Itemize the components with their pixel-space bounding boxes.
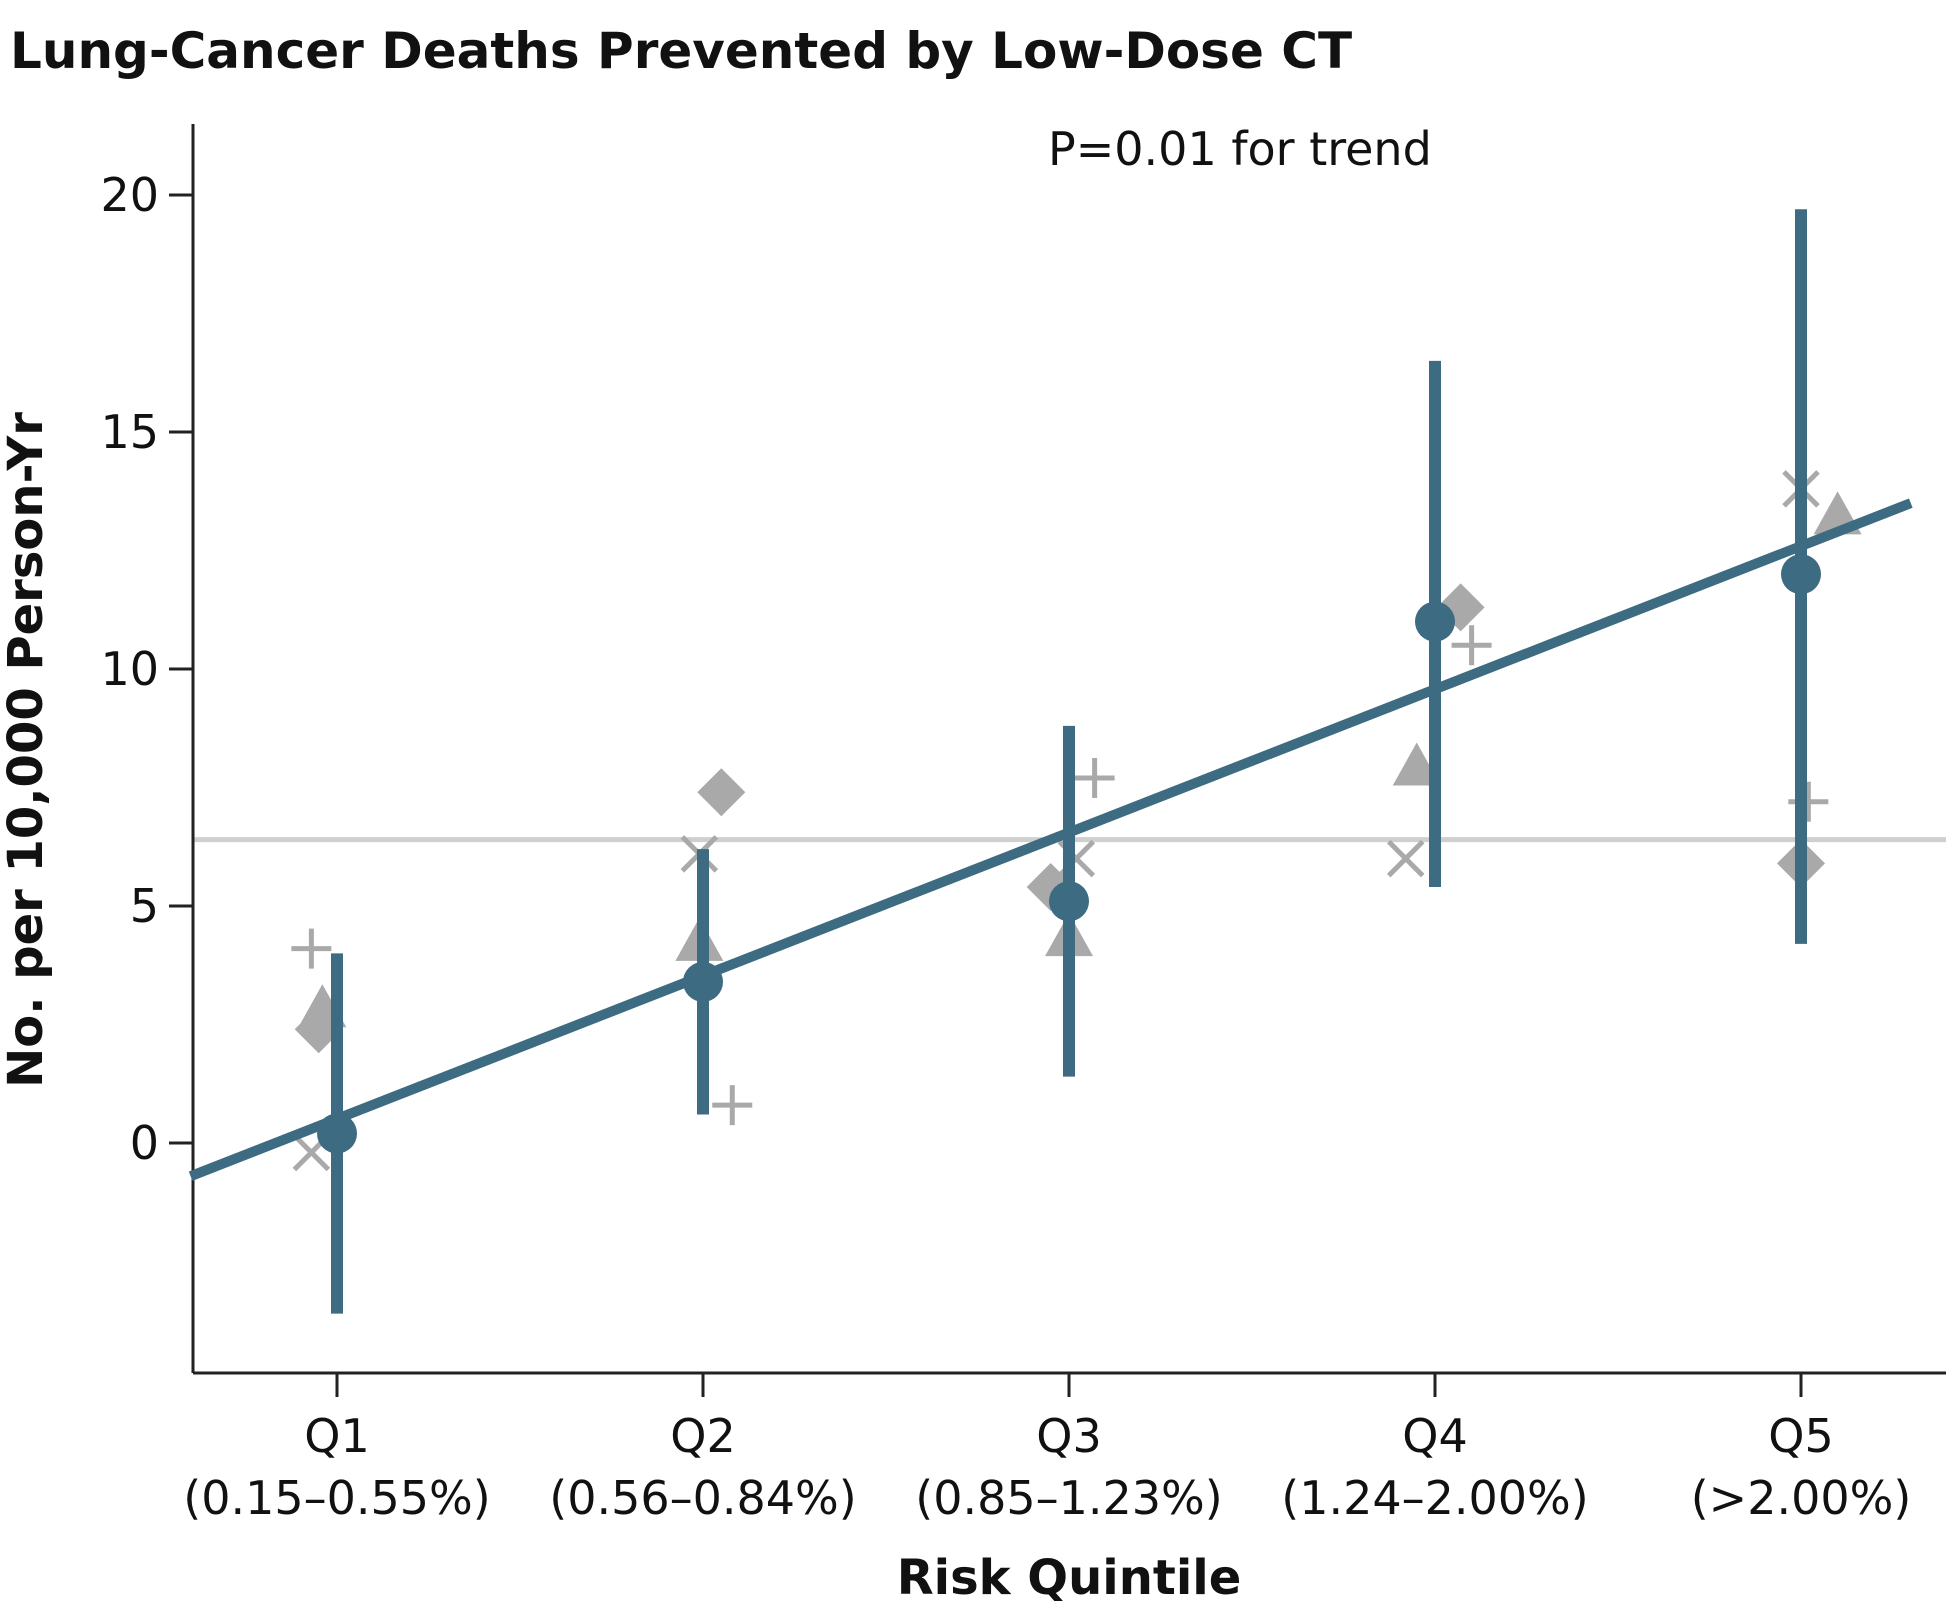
trend-annotation: P=0.01 for trend [1048, 122, 1432, 176]
diamond-marker [697, 768, 746, 817]
plus-marker [291, 928, 332, 969]
chart-title: Lung-Cancer Deaths Prevented by Low-Dose… [10, 22, 1352, 80]
data-point [1049, 881, 1089, 922]
data-point [683, 961, 723, 1002]
x-tick-label: Q2 [670, 1409, 735, 1463]
trend-line [188, 498, 1913, 1181]
data-point [317, 1113, 357, 1154]
x-tick-label: Q1 [304, 1409, 369, 1463]
plot-area: 0 5 10 15 20 Q1 (0.15–0.55%) Q2 (0.56–0.84%) Q3 (0… [100, 124, 1946, 1525]
triangle-marker [1392, 742, 1441, 786]
x-tick-label: Q3 [1036, 1409, 1101, 1463]
y-tick-label: 5 [130, 879, 159, 933]
x-tick-range-label: (0.85–1.23%) [915, 1471, 1222, 1525]
y-axis-title: No. per 10,000 Person-Yr [0, 412, 54, 1088]
data-point [1415, 601, 1455, 642]
x-tick-range-label: (0.15–0.55%) [183, 1471, 490, 1525]
x-marker [1386, 839, 1425, 878]
diamond-marker [294, 1005, 343, 1054]
y-tick-label: 15 [100, 405, 159, 459]
y-tick-label: 0 [130, 1116, 159, 1170]
y-tick-label: 10 [100, 642, 159, 696]
data-point [1781, 554, 1821, 595]
x-tick-range-label: (0.56–0.84%) [549, 1471, 856, 1525]
plus-marker [1451, 625, 1492, 666]
plus-marker [1074, 758, 1115, 799]
y-tick-label: 20 [100, 168, 159, 222]
plus-marker [1788, 781, 1829, 822]
plus-marker [712, 1085, 753, 1126]
x-tick-label: Q5 [1768, 1409, 1833, 1463]
x-tick-label: Q4 [1402, 1409, 1467, 1463]
x-axis-title: Risk Quintile [897, 1550, 1242, 1606]
x-tick-range-label: (1.24–2.00%) [1281, 1471, 1588, 1525]
x-tick-range-label: (>2.00%) [1691, 1471, 1912, 1525]
